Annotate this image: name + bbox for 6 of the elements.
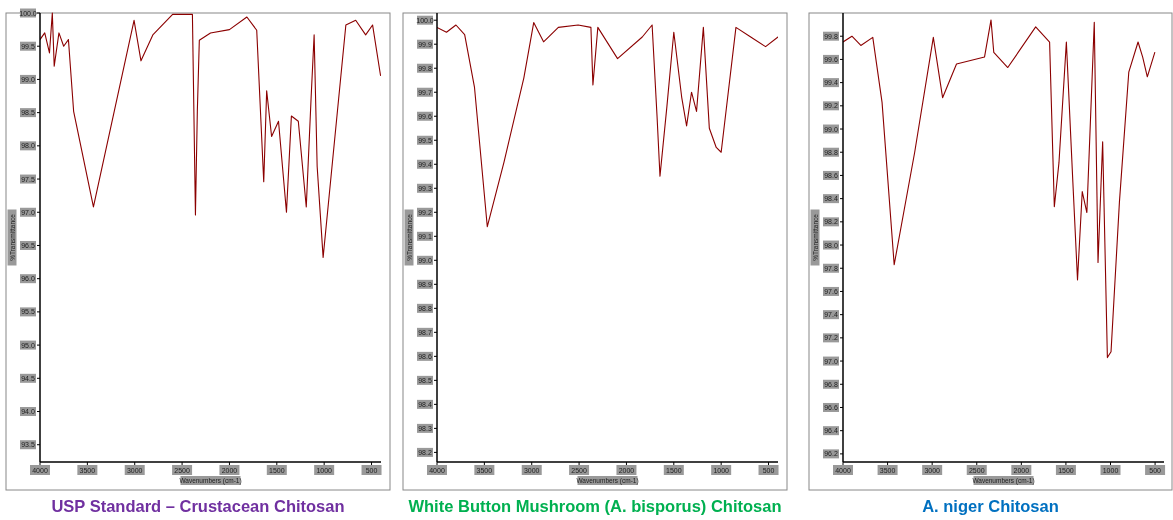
line-series: [843, 19, 1156, 359]
line-series: [40, 12, 381, 258]
line-series: [437, 22, 778, 228]
text: White Button Mushroom (A. bisporus) Chitosan: [408, 497, 782, 515]
text: A. niger Chitosan: [922, 497, 1059, 515]
text: USP Standard – Crustacean Chitosan: [51, 497, 345, 515]
